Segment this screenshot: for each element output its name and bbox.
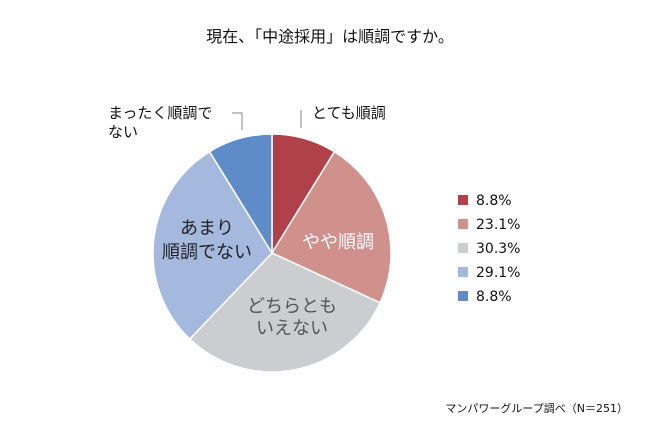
legend-label-5: 8.8% — [476, 289, 512, 305]
label-not-very-good-line2: 順調でない — [162, 242, 252, 263]
source-note: マンパワーグループ調べ（N＝251） — [445, 401, 628, 415]
legend-label-3: 30.3% — [476, 241, 520, 257]
pie-slice-2 — [270, 150, 392, 304]
label-not-very-good-line1: あまり — [180, 218, 234, 239]
legend-swatch-2 — [458, 219, 468, 229]
pie-slice-3 — [188, 252, 382, 373]
legend-label-2: 23.1% — [476, 217, 520, 233]
label-not-at-all-line1: まったく順調で — [108, 104, 212, 122]
label-not-at-all-line2: ない — [108, 123, 138, 141]
pie-slice-5 — [208, 133, 273, 256]
legend-label-1: 8.8% — [476, 193, 512, 209]
legend-label-4: 29.1% — [476, 265, 520, 281]
legend-swatch-1 — [458, 195, 468, 205]
label-somewhat-good: やや順調 — [302, 232, 374, 253]
legend: 8.8% 23.1% 30.3% 29.1% 8.8% — [458, 193, 520, 305]
legend-swatch-4 — [458, 267, 468, 277]
label-neutral-line1: どちらとも — [247, 296, 337, 317]
legend-swatch-3 — [458, 243, 468, 253]
leader-line-not-at-all — [232, 112, 243, 130]
legend-swatch-5 — [458, 291, 468, 301]
pie-slices — [152, 133, 392, 373]
label-neutral-line2: いえない — [256, 318, 328, 339]
chart-title: 現在、「中途採用」は順調ですか。 — [206, 27, 454, 46]
label-very-good: とても順調 — [312, 104, 386, 122]
pie-slice-4 — [152, 150, 273, 341]
